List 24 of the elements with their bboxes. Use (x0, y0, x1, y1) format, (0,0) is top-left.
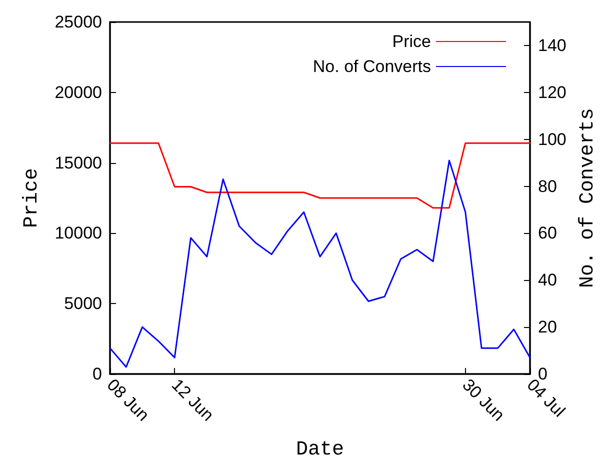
y2-tick-label: 0 (538, 364, 548, 384)
y2-tick-label: 120 (538, 82, 566, 102)
legend-label: Price (392, 32, 431, 51)
y-tick-label: 10000 (54, 224, 102, 243)
y-axis-title: Price (20, 168, 44, 228)
x-tick-label: 30 Jun (458, 375, 508, 425)
y-tick-label: 15000 (54, 153, 102, 172)
line-series (109, 142, 531, 209)
line-series (109, 160, 531, 368)
y2-axis-title: No. of Converts (576, 108, 600, 288)
y-tick-label: 5000 (64, 294, 102, 314)
y2-tick-label: 80 (538, 176, 557, 196)
x-tick-label: 08 Jun (103, 375, 153, 425)
y2-tick-label: 140 (538, 36, 566, 55)
x-tick-label: 12 Jun (168, 375, 218, 425)
y-tick-label: 25000 (54, 12, 102, 32)
y2-tick-label: 20 (538, 318, 557, 337)
y2-tick-label: 40 (538, 270, 557, 290)
y-tick-label: 0 (92, 364, 102, 384)
y-tick-label: 20000 (54, 82, 102, 102)
y2-tick-label: 60 (538, 224, 557, 243)
x-axis-title: Date (296, 438, 344, 462)
y2-tick-label: 100 (538, 130, 566, 149)
legend-label: No. of Converts (312, 57, 431, 76)
